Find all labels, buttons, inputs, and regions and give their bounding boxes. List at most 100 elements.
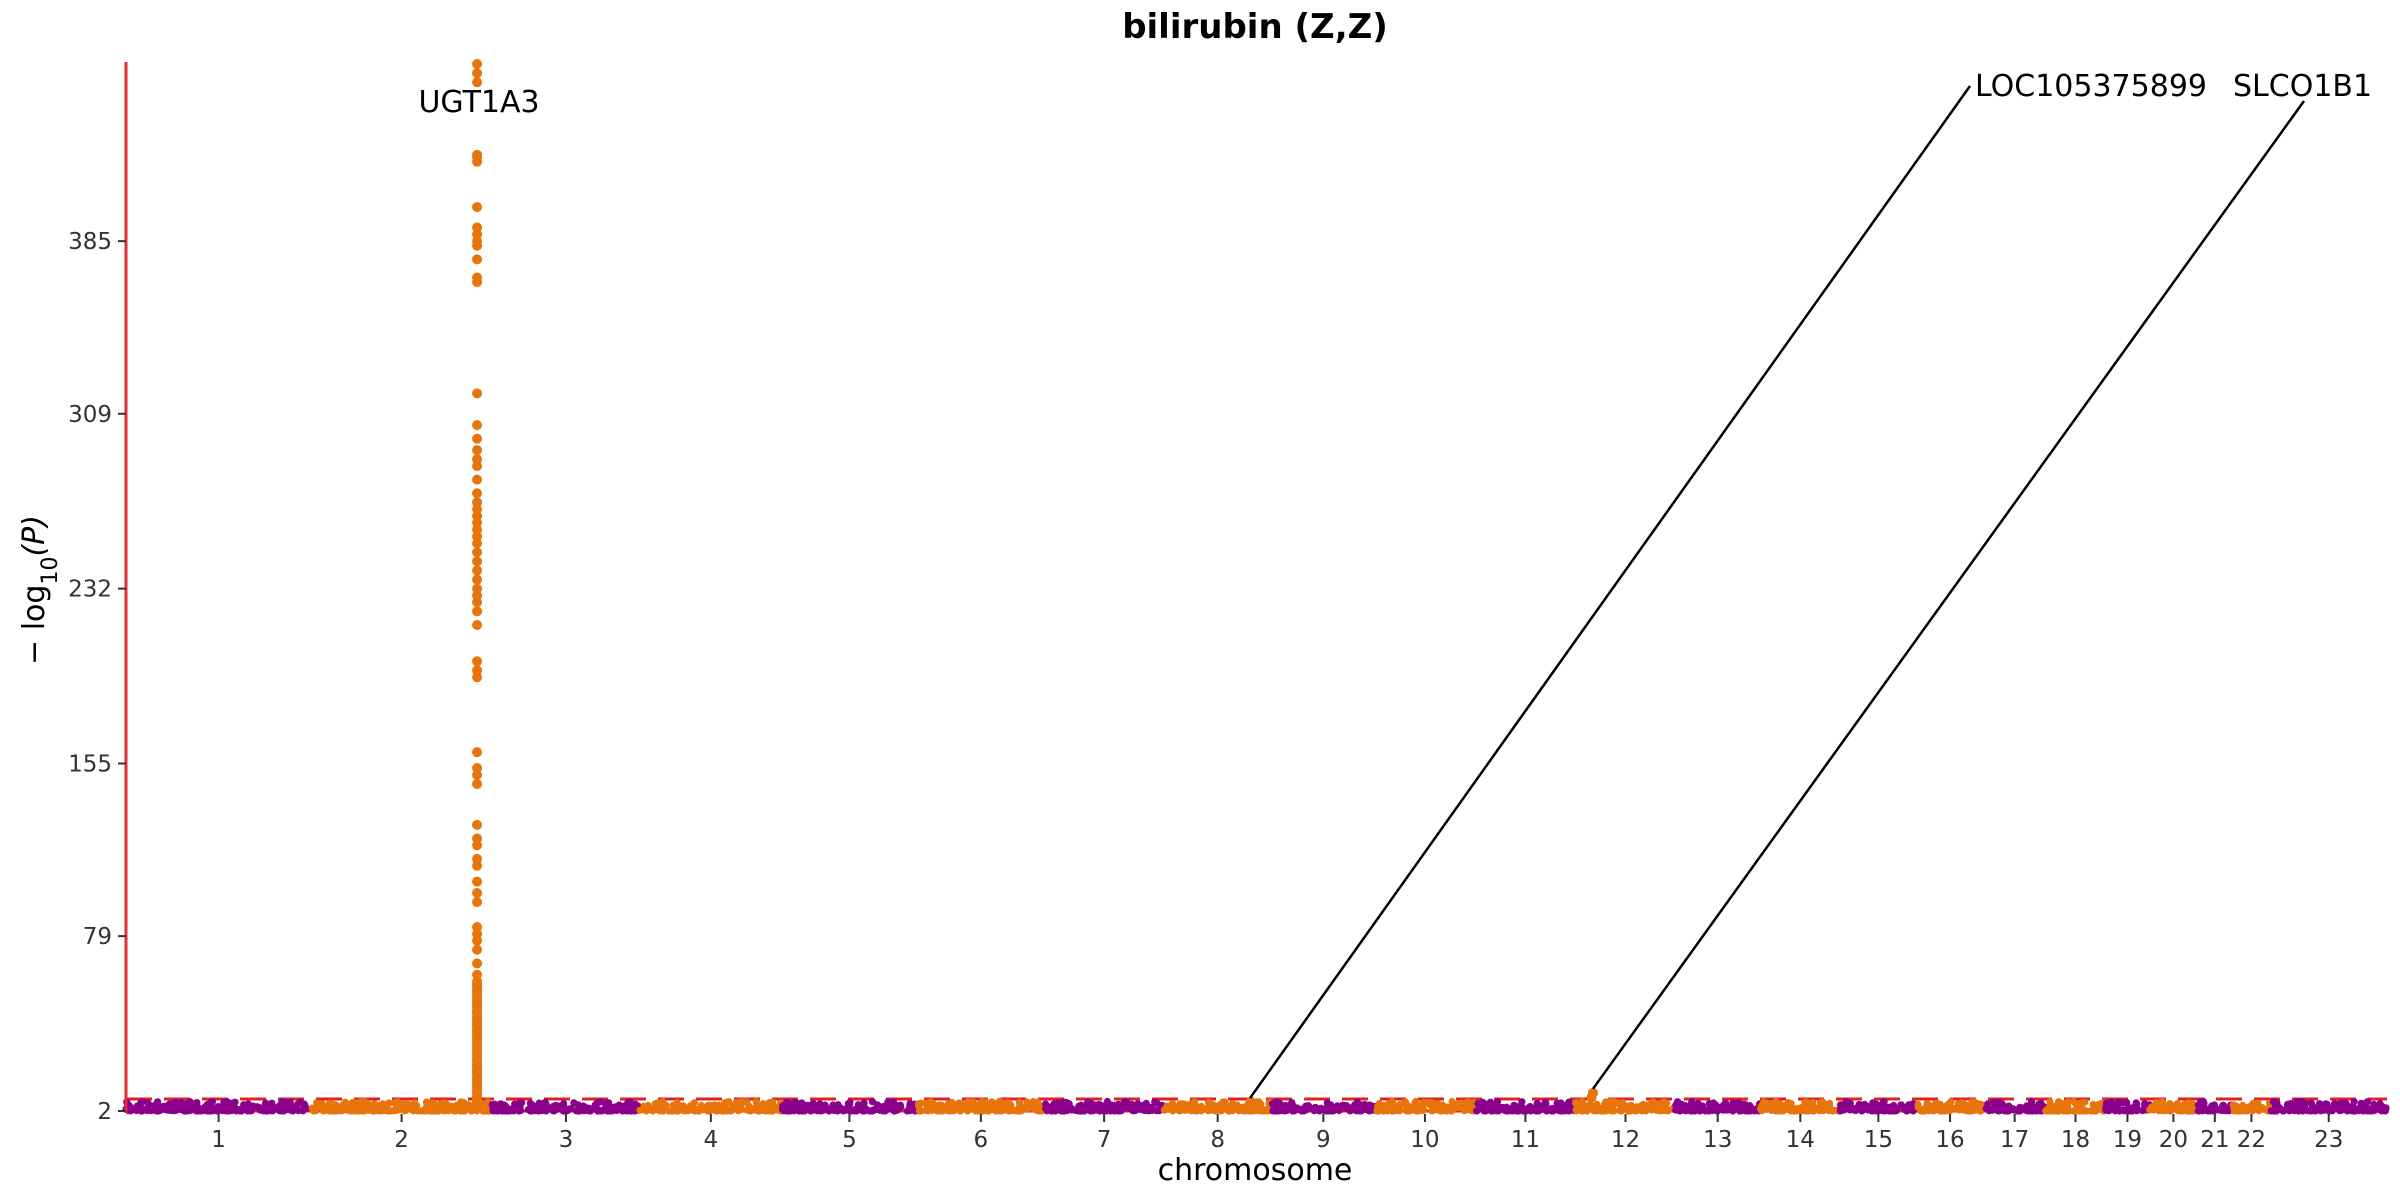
x-tick-label: 8 — [1210, 1127, 1225, 1153]
snp-point — [1190, 1098, 1198, 1106]
snp-point — [2152, 1098, 2160, 1107]
peak-snp-point — [472, 958, 483, 969]
snp-point — [2184, 1099, 2192, 1107]
snp-point — [2166, 1107, 2174, 1115]
snp-point — [2172, 1105, 2180, 1113]
annotation-leader-line — [1249, 85, 1972, 1099]
snp-point — [1965, 1107, 1973, 1115]
snp-point — [2083, 1107, 2091, 1115]
snp-point — [1772, 1106, 1780, 1114]
snp-point — [654, 1099, 662, 1107]
snp-point — [814, 1107, 822, 1115]
peak-snp-point — [472, 460, 483, 471]
snp-point — [438, 1099, 446, 1107]
snp-point — [767, 1103, 775, 1111]
snp-point — [732, 1098, 740, 1107]
snp-point — [1443, 1107, 1451, 1115]
snp-point — [1437, 1107, 1445, 1115]
snp-point — [915, 1107, 923, 1115]
snp-point — [1914, 1100, 1922, 1109]
chart-title: bilirubin (Z,Z) — [1122, 7, 1388, 47]
snp-point — [1388, 1107, 1397, 1115]
snp-point — [2200, 1101, 2208, 1109]
snp-point — [1947, 1098, 1955, 1106]
snp-point — [2025, 1106, 2033, 1115]
snp-point — [404, 1100, 412, 1108]
snp-point — [1412, 1107, 1420, 1115]
snp-point — [1826, 1099, 1834, 1108]
peak-snp-point — [472, 860, 483, 871]
snp-point — [2105, 1106, 2113, 1114]
snp-point — [433, 1107, 441, 1115]
snp-point — [2160, 1106, 2168, 1114]
snp-point — [1705, 1099, 1713, 1108]
snp-point — [264, 1107, 272, 1115]
snp-point — [364, 1099, 372, 1107]
snp-point — [1404, 1107, 1413, 1115]
snp-point — [1959, 1100, 1967, 1108]
snp-point — [526, 1099, 534, 1107]
snp-point — [2363, 1098, 2372, 1106]
snp-point — [915, 1100, 923, 1108]
snp-point — [1065, 1102, 1073, 1110]
snp-point — [139, 1105, 147, 1113]
snp-point — [273, 1104, 281, 1112]
snp-point — [1473, 1107, 1481, 1115]
snp-point — [1578, 1107, 1586, 1115]
snp-point — [490, 1107, 498, 1115]
snp-point — [1613, 1099, 1621, 1107]
snp-point — [2147, 1103, 2156, 1111]
snp-point — [1632, 1107, 1640, 1115]
snp-point — [816, 1100, 824, 1108]
snp-point — [961, 1102, 970, 1110]
snp-point — [2186, 1107, 2194, 1115]
snp-point — [326, 1107, 334, 1115]
snp-point — [218, 1107, 226, 1115]
x-tick-label: 3 — [559, 1127, 574, 1153]
x-tick-label: 6 — [974, 1127, 989, 1153]
secondary-hit-point — [1245, 1096, 1256, 1107]
snp-point — [1087, 1107, 1095, 1115]
snp-point — [390, 1099, 398, 1107]
snp-point — [1278, 1107, 1286, 1115]
snp-point — [801, 1105, 809, 1113]
y-tick-layer: 2 79 155 232 309 385 — [68, 229, 126, 1125]
snp-point — [428, 1107, 436, 1115]
annotation-leader-line — [1591, 100, 2306, 1090]
snp-point — [1878, 1101, 1886, 1109]
snp-point — [2054, 1100, 2062, 1108]
peak-snp-point — [472, 597, 483, 608]
y-axis-label: − log10(P) — [17, 515, 63, 665]
snp-point — [844, 1100, 852, 1108]
snp-point — [2325, 1107, 2333, 1115]
snp-point — [1428, 1107, 1436, 1115]
snp-point — [2246, 1105, 2254, 1113]
x-tick-label: 14 — [1786, 1127, 1815, 1153]
snp-point — [1321, 1107, 1329, 1115]
snp-point — [597, 1098, 605, 1106]
snp-point — [248, 1102, 256, 1111]
x-tick-label: 2 — [394, 1127, 409, 1153]
snp-point — [2316, 1100, 2324, 1108]
x-tick-label: 1 — [211, 1127, 226, 1153]
annotation-layer: UGT1A3 LOC105375899 SLCO1B1 — [418, 69, 2372, 120]
snp-point — [1487, 1107, 1495, 1115]
snp-point — [515, 1107, 523, 1115]
peak-snp-point — [472, 619, 483, 630]
snp-point — [1988, 1106, 1997, 1114]
snp-point — [570, 1099, 578, 1107]
snp-point — [159, 1102, 167, 1110]
snp-point — [759, 1100, 767, 1108]
peak-snp-point — [472, 68, 483, 79]
snp-point — [1919, 1107, 1927, 1115]
snp-point — [1541, 1098, 1549, 1106]
snp-point — [708, 1102, 716, 1110]
snp-point — [1023, 1098, 1031, 1106]
snp-point — [1750, 1107, 1759, 1115]
snp-point — [1480, 1107, 1488, 1115]
snp-point — [631, 1100, 640, 1108]
snp-point — [1347, 1104, 1356, 1112]
snp-point — [1903, 1107, 1912, 1115]
snp-point — [825, 1107, 833, 1115]
